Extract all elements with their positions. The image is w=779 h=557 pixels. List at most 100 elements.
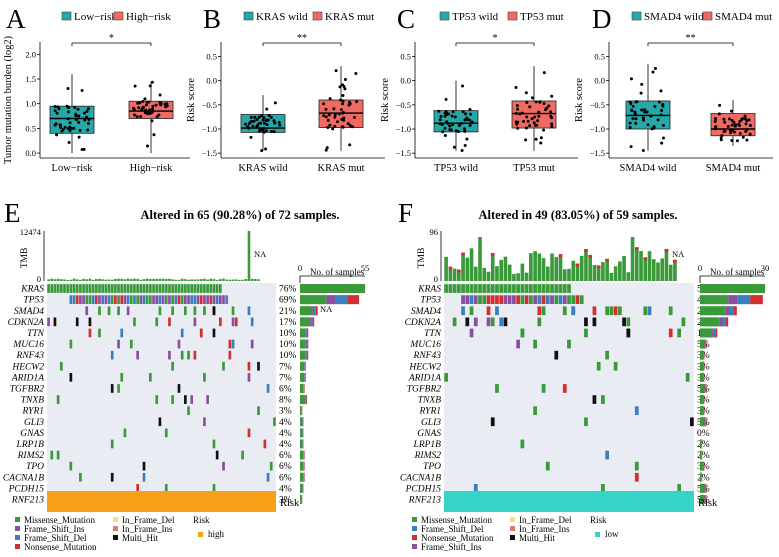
data-point-B	[350, 125, 354, 129]
mutation-cell-F	[499, 295, 504, 304]
data-point-D	[722, 130, 726, 134]
mutation-cell-E	[180, 295, 184, 304]
x-tick-label-B: KRAS mut	[318, 163, 365, 174]
data-point-A	[139, 115, 143, 119]
data-point-B	[333, 115, 337, 119]
mutation-cell-F	[592, 395, 597, 404]
data-point-A	[68, 129, 72, 133]
data-point-A	[77, 114, 81, 118]
legend-label-D: SMAD4 wild	[644, 11, 704, 23]
legend-swatch-E	[113, 517, 118, 522]
data-point-C	[536, 119, 540, 123]
data-point-D	[634, 100, 638, 104]
sample-bar-F	[728, 295, 738, 305]
data-point-C	[530, 117, 534, 121]
panel-letter-B: B	[203, 4, 221, 34]
sample-bar-F	[700, 317, 720, 327]
data-point-D	[640, 108, 644, 112]
mutation-cell-E	[158, 284, 162, 293]
mutation-cell-F	[554, 284, 559, 293]
mutation-cell-E	[257, 406, 260, 415]
mutation-cell-F	[643, 306, 648, 316]
legend-item-E: Multi_Hit	[122, 533, 159, 543]
mutation-cell-E	[152, 284, 155, 293]
data-point-B	[339, 98, 343, 102]
mutation-cell-E	[250, 317, 254, 327]
tmb-bar-E	[238, 279, 241, 281]
sample-bar-F	[700, 328, 713, 338]
panel-letter-A: A	[6, 4, 26, 34]
data-point-B	[342, 118, 346, 122]
sample-bar-E	[300, 395, 305, 405]
tmb-bar-F	[601, 262, 605, 281]
mutation-cell-E	[75, 295, 79, 304]
sample-bar-E	[304, 372, 305, 382]
mutation-cell-E	[53, 284, 57, 293]
mutation-cell-F	[562, 306, 567, 316]
data-point-B	[255, 125, 259, 129]
mutation-cell-F	[605, 350, 610, 360]
data-point-A	[133, 113, 137, 117]
data-point-C	[470, 120, 474, 124]
gene-label-F: RNF213	[408, 496, 441, 506]
legend-item-E: Missense_Mutation	[24, 515, 95, 525]
mutation-cell-F	[486, 306, 491, 316]
mutation-cell-E	[225, 295, 229, 304]
data-point-A	[77, 120, 81, 124]
mutation-cell-F	[533, 295, 537, 304]
tmb-bar-F	[562, 269, 567, 281]
sample-bar-F	[719, 317, 723, 327]
mutation-cell-F	[499, 284, 504, 293]
data-point-D	[661, 103, 665, 107]
mutation-cell-E	[98, 306, 101, 316]
mutation-cell-E	[193, 350, 197, 360]
tmb-bar-E	[91, 279, 95, 281]
data-point-D	[649, 114, 653, 118]
mutation-cell-E	[136, 484, 139, 493]
tmb-bar-F	[545, 266, 550, 281]
data-point-D	[628, 100, 632, 104]
data-point-C	[532, 121, 536, 125]
gene-label-E: TNXB	[21, 396, 44, 406]
risk-bar-F	[444, 491, 694, 512]
mutation-cell-E	[110, 439, 114, 449]
mutation-cell-E	[187, 295, 190, 304]
legend-item-F: In_Frame_Ins	[519, 524, 570, 534]
data-point-D	[631, 117, 635, 121]
data-point-C	[444, 109, 448, 113]
sample-bar-E	[306, 395, 308, 405]
tmb-bar-F	[584, 248, 588, 281]
gene-label-E: TTN	[27, 329, 45, 339]
mutation-cell-F	[520, 328, 525, 338]
tmb-bar-E	[104, 279, 108, 281]
mutation-cell-E	[117, 339, 120, 349]
tmb-bar-F	[461, 252, 465, 281]
data-point-A	[158, 93, 162, 97]
tmb-bar-F	[592, 265, 597, 281]
gene-label-F: RYR1	[419, 407, 441, 417]
tmb-bar-E	[95, 279, 98, 281]
data-point-A	[74, 118, 78, 122]
sample-bar-E	[300, 339, 306, 349]
data-point-D	[731, 128, 735, 132]
sample-bar-F	[737, 295, 751, 305]
data-point-A	[54, 122, 58, 126]
data-point-D	[734, 123, 738, 127]
mutation-cell-E	[75, 317, 79, 327]
data-point-D	[659, 89, 663, 93]
legend-label-D: SMAD4 mut	[715, 11, 772, 23]
mutation-cell-E	[177, 295, 181, 304]
significance-label-C: *	[493, 33, 498, 44]
mutation-cell-E	[142, 295, 146, 304]
mutation-cell-E	[110, 384, 114, 393]
gene-label-F: RIMS2	[414, 451, 442, 461]
data-point-B	[270, 130, 274, 134]
data-point-B	[348, 143, 352, 147]
data-point-B	[340, 125, 344, 129]
mutation-cell-E	[110, 472, 114, 482]
mutation-cell-E	[47, 284, 50, 293]
data-point-C	[463, 143, 467, 147]
sample-bar-E	[300, 472, 304, 482]
data-point-D	[642, 118, 646, 122]
data-point-C	[530, 96, 534, 100]
